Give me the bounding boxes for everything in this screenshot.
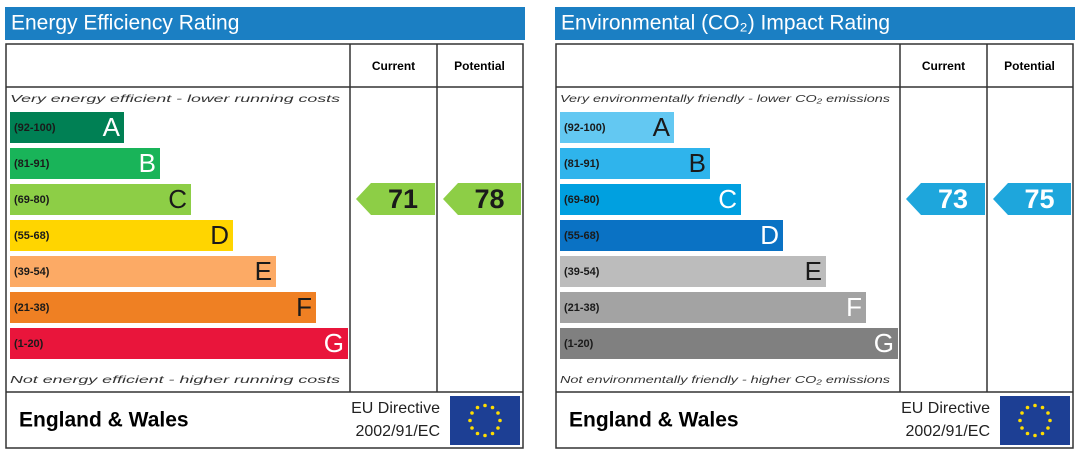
eu-star	[1020, 411, 1024, 415]
rating-value: 75	[1024, 184, 1054, 214]
band-range: (92-100)	[14, 122, 56, 134]
title-bar	[555, 7, 1075, 40]
rating-value: 71	[388, 184, 418, 214]
eu-star	[483, 433, 487, 438]
panel-frame	[5, 43, 524, 449]
rating-value: 78	[474, 184, 504, 214]
band-letter: A	[103, 112, 121, 142]
band-letter: G	[324, 328, 344, 358]
rating-panel: Energy Efficiency Rating Current Potential…	[5, 7, 525, 449]
eu-star	[1025, 405, 1030, 410]
eu-star	[490, 405, 495, 410]
band-range: (81-91)	[564, 158, 600, 170]
band-bar	[10, 148, 160, 179]
region-label: England & Wales	[569, 409, 739, 432]
panel-title: Energy Efficiency Rating	[11, 12, 239, 35]
band-letter: D	[760, 220, 779, 250]
eu-star	[475, 431, 480, 436]
rating-arrow	[356, 183, 435, 215]
band-range: (69-80)	[14, 194, 50, 206]
band-range: (1-20)	[564, 338, 594, 350]
eu-star	[1040, 431, 1045, 436]
eu-star	[496, 411, 500, 415]
band-letter: F	[846, 292, 862, 322]
eu-star	[468, 418, 472, 423]
column-header: Potential	[454, 59, 505, 73]
column-header: Potential	[1004, 59, 1055, 73]
band-letter: A	[653, 112, 671, 142]
band-bar	[10, 256, 276, 287]
rating-value: 73	[938, 184, 968, 214]
band-bar	[10, 112, 124, 143]
column-header: Current	[372, 59, 415, 73]
band-range: (39-54)	[14, 266, 50, 278]
band-letter: F	[296, 292, 312, 322]
band-range: (39-54)	[564, 266, 600, 278]
eu-star	[483, 403, 487, 408]
column-header: Current	[922, 59, 965, 73]
band-letter: E	[255, 256, 272, 286]
band-letter: E	[805, 256, 822, 286]
region-label: England & Wales	[19, 409, 189, 432]
eu-star	[490, 431, 495, 436]
band-letter: G	[874, 328, 894, 358]
rating-arrow	[906, 183, 985, 215]
band-range: (21-38)	[14, 302, 50, 314]
eu-star	[498, 418, 502, 423]
band-range: (69-80)	[564, 194, 600, 206]
band-bar	[10, 220, 233, 251]
band-bar	[560, 184, 741, 215]
band-bar	[560, 256, 826, 287]
eu-star	[1025, 431, 1030, 436]
band-range: (1-20)	[14, 338, 44, 350]
band-range: (92-100)	[564, 122, 606, 134]
eu-star	[470, 411, 474, 415]
panel-frame	[555, 43, 1074, 449]
bottom-note: Not energy efficient - higher running co…	[10, 374, 341, 386]
directive-line: 2002/91/EC	[355, 423, 440, 440]
bottom-note: Not environmentally friendly - higher CO…	[560, 374, 891, 386]
top-note: Very environmentally friendly - lower CO…	[560, 93, 891, 105]
band-range: (55-68)	[14, 230, 50, 242]
eu-star	[1046, 426, 1050, 430]
band-bar	[10, 328, 348, 359]
eu-flag	[450, 396, 520, 445]
directive-line: 2002/91/EC	[905, 423, 990, 440]
panel-title: Environmental (CO₂) Impact Rating	[561, 12, 890, 35]
eu-star	[1018, 418, 1022, 423]
rating-panel: Environmental (CO₂) Impact Rating Current…	[555, 7, 1075, 449]
eu-star	[1040, 405, 1045, 410]
band-bar	[560, 148, 710, 179]
directive-line: EU Directive	[351, 400, 440, 417]
band-bar	[560, 292, 866, 323]
eu-star	[1020, 426, 1024, 430]
band-bar	[560, 112, 674, 143]
band-letter: B	[139, 148, 156, 178]
eu-star	[1046, 411, 1050, 415]
band-bar	[560, 328, 898, 359]
eu-star	[496, 426, 500, 430]
band-range: (21-38)	[564, 302, 600, 314]
band-range: (81-91)	[14, 158, 50, 170]
eu-flag	[1000, 396, 1070, 445]
eu-star	[1033, 433, 1037, 438]
band-bar	[10, 292, 316, 323]
band-bar	[560, 220, 783, 251]
rating-arrow	[443, 183, 521, 215]
band-range: (55-68)	[564, 230, 600, 242]
directive-line: EU Directive	[901, 400, 990, 417]
top-note: Very energy efficient - lower running co…	[10, 93, 341, 105]
eu-star	[475, 405, 480, 410]
band-bar	[10, 184, 191, 215]
eu-star	[470, 426, 474, 430]
band-letter: C	[718, 184, 737, 214]
eu-star	[1048, 418, 1052, 423]
rating-arrow	[993, 183, 1071, 215]
band-letter: C	[168, 184, 187, 214]
band-letter: B	[689, 148, 706, 178]
eu-star	[1033, 403, 1037, 408]
band-letter: D	[210, 220, 229, 250]
title-bar	[5, 7, 525, 40]
